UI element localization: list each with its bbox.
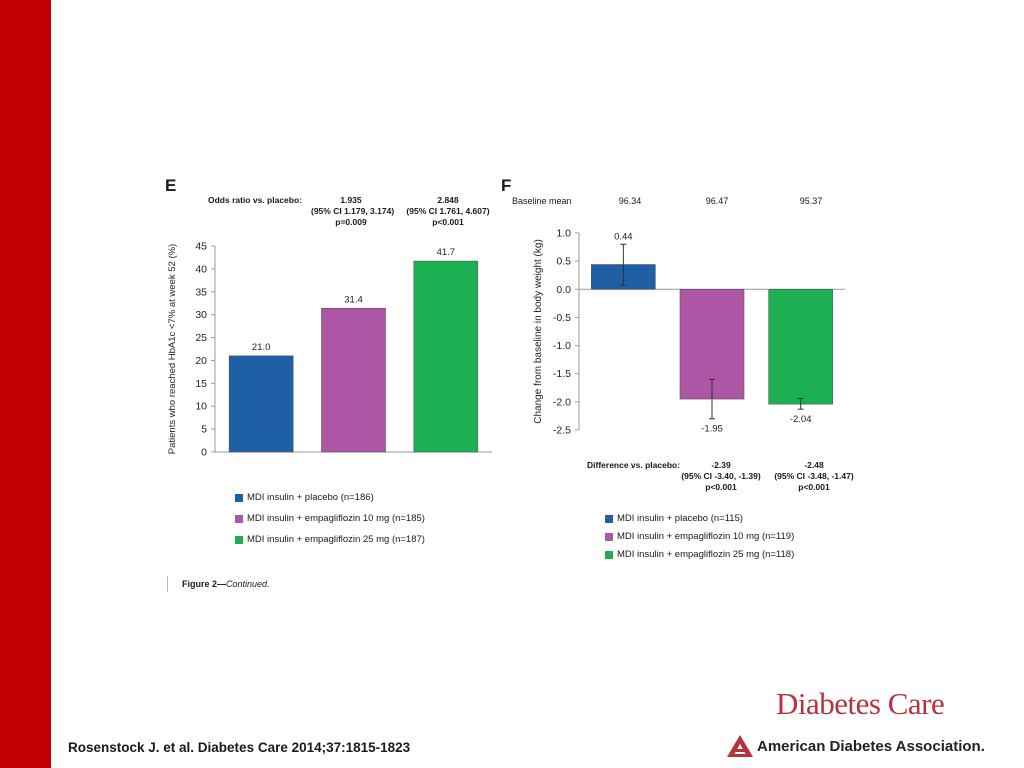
bar	[413, 260, 479, 453]
baseline-10mg: 96.47	[705, 196, 729, 206]
y-tick-label: 0	[201, 447, 207, 459]
ada-name: American Diabetes Association.	[757, 737, 985, 755]
legend-swatch	[605, 514, 613, 523]
ada-logo: American Diabetes Association.	[726, 734, 985, 758]
y-tick-label: -0.5	[553, 312, 571, 324]
legend-f-item-25mg: MDI insulin + empagliflozin 25 mg (n=118…	[605, 549, 794, 560]
caption-divider	[167, 576, 168, 592]
figure-caption: Figure 2—Continued.	[182, 579, 270, 589]
data-label: -2.04	[790, 414, 812, 425]
y-tick-label: 20	[195, 355, 207, 367]
y-tick-label: 5	[201, 424, 207, 436]
legend-e-item-placebo: MDI insulin + placebo (n=186)	[235, 492, 374, 503]
odds-ratio-10mg: 1.935 (95% CI 1.179, 3.174) p=0.009	[311, 195, 395, 227]
baseline-placebo: 96.34	[618, 196, 642, 206]
panel-f-letter: F	[501, 176, 512, 195]
y-tick-label: 10	[195, 401, 207, 413]
data-label: 41.7	[437, 247, 456, 258]
legend-swatch	[605, 532, 613, 541]
data-label: -1.95	[701, 424, 723, 435]
y-tick-label: 1.0	[556, 228, 571, 240]
difference-25mg: -2.48 (95% CI -3.48, -1.47) p<0.001	[774, 460, 854, 492]
y-tick-label: 35	[195, 286, 207, 298]
y-tick-label: 15	[195, 378, 207, 390]
legend-swatch	[235, 493, 243, 502]
y-axis-title: Change from baseline in body weight (kg)	[533, 239, 544, 424]
y-tick-label: 0.0	[556, 284, 571, 296]
chart-e: 0 5 10 15 20 25 30 35 40 45 21.0 31.4 41.7 Patients w…	[167, 241, 492, 459]
y-tick-label: 30	[195, 309, 207, 321]
legend-swatch	[235, 535, 243, 544]
panel-e-letter: E	[165, 176, 177, 195]
chart-f: 1.0 0.5 0.0 -0.5 -1.0 -1.5 -2.0 -2.5 0.44 -1.95 -2…	[533, 228, 845, 437]
difference-label: Difference vs. placebo:	[587, 460, 681, 470]
data-label: 0.44	[614, 231, 633, 242]
data-label: 31.4	[344, 294, 363, 305]
citation: Rosenstock J. et al. Diabetes Care 2014;…	[68, 740, 411, 755]
bar	[768, 288, 833, 405]
ada-triangle-icon	[727, 735, 753, 757]
legend-swatch	[235, 514, 243, 523]
y-axis-title: Patients who reached HbA1c <7% at week 5…	[167, 244, 178, 454]
y-tick-label: -1.0	[553, 340, 571, 352]
y-tick-label: 40	[195, 263, 207, 275]
bar	[228, 355, 294, 453]
difference-10mg: -2.39 (95% CI -3.40, -1.39) p<0.001	[681, 460, 761, 492]
baseline-mean-label: Baseline mean	[512, 196, 572, 206]
y-tick-label: -2.0	[553, 396, 571, 408]
y-tick-label: 25	[195, 332, 207, 344]
legend-swatch	[605, 550, 613, 559]
bar	[321, 307, 386, 453]
red-side-bar	[0, 0, 51, 768]
odds-ratio-25mg: 2.848 (95% CI 1.761, 4.607) p<0.001	[406, 195, 490, 227]
y-tick-label: -2.5	[553, 425, 571, 437]
odds-ratio-label: Odds ratio vs. placebo:	[208, 195, 302, 205]
baseline-25mg: 95.37	[799, 196, 823, 206]
y-tick-label: 0.5	[556, 256, 571, 268]
legend-f-item-10mg: MDI insulin + empagliflozin 10 mg (n=119…	[605, 531, 794, 542]
legend-e-item-25mg: MDI insulin + empagliflozin 25 mg (n=187…	[235, 534, 425, 545]
y-tick-label: -1.5	[553, 368, 571, 380]
y-tick-label: 45	[195, 241, 207, 253]
diabetes-care-logo: Diabetes Care	[776, 686, 945, 721]
legend-e-item-10mg: MDI insulin + empagliflozin 10 mg (n=185…	[235, 513, 425, 524]
legend-f-item-placebo: MDI insulin + placebo (n=115)	[605, 513, 743, 524]
data-label: 21.0	[252, 342, 271, 353]
